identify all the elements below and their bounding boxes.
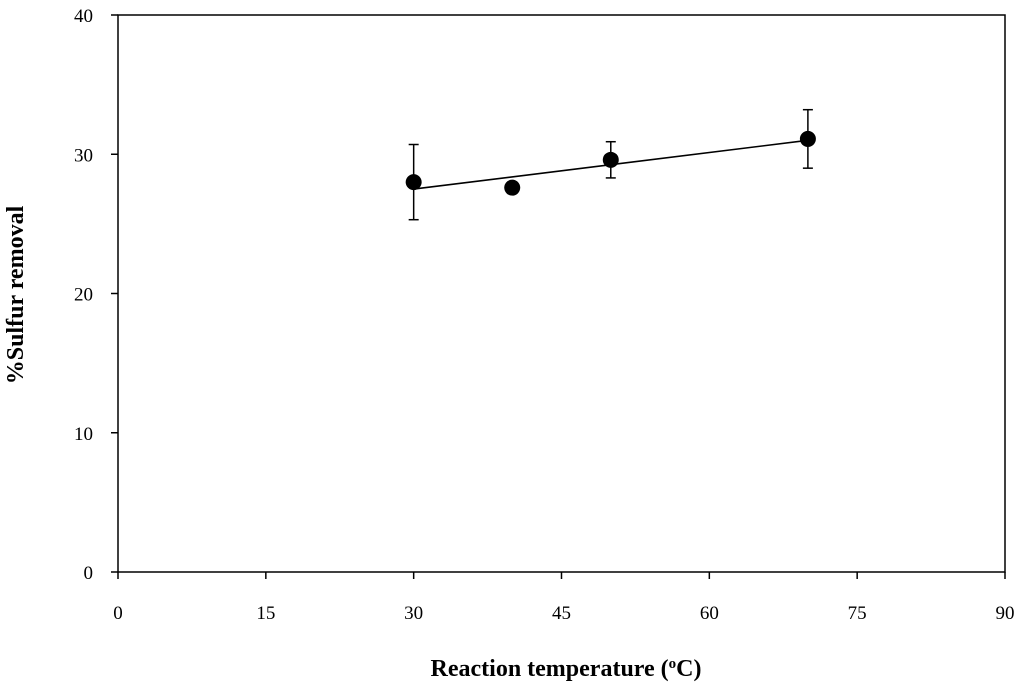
y-axis-title: %Sulfur removal [3, 205, 29, 384]
x-axis-title-superscript: o [669, 656, 677, 672]
data-point [602, 151, 619, 168]
y-tick-label: 30 [74, 145, 93, 166]
y-tick-label: 10 [74, 424, 93, 445]
data-point [504, 179, 521, 196]
x-tick-label: 90 [996, 603, 1015, 624]
plot-area [117, 14, 1006, 573]
data-point [405, 174, 422, 191]
x-axis-title: Reaction temperature (oC) [431, 656, 702, 682]
x-tick-label: 45 [552, 603, 571, 624]
x-tick-label: 0 [113, 603, 123, 624]
data-points [405, 130, 816, 196]
data-point [799, 130, 816, 147]
x-axis-ticks: 0 15 30 45 60 75 90 [113, 572, 1015, 624]
y-axis-ticks: 0 10 20 30 40 [74, 6, 118, 584]
y-tick-label: 20 [74, 285, 93, 306]
x-tick-label: 60 [700, 603, 719, 624]
x-tick-label: 30 [404, 603, 423, 624]
y-tick-label: 0 [84, 563, 94, 584]
x-tick-label: 75 [848, 603, 867, 624]
y-tick-label: 40 [74, 6, 93, 27]
x-tick-label: 15 [256, 603, 275, 624]
